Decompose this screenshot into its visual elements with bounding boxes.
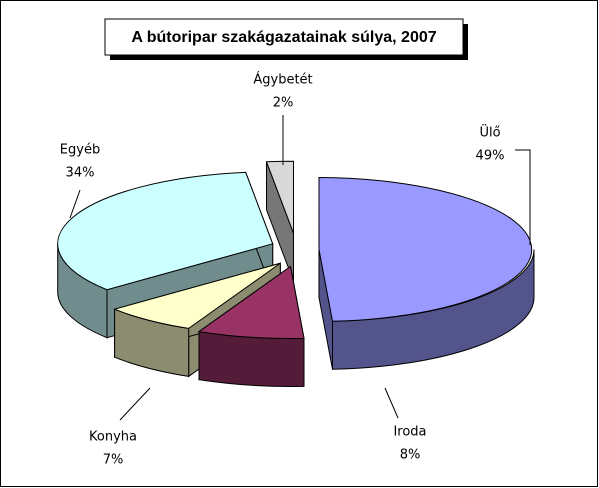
leader-line [69, 189, 81, 219]
value-label: 7% [103, 453, 124, 468]
title-box [104, 18, 464, 56]
slice-wall [198, 331, 305, 388]
leader-line [119, 387, 151, 421]
slice [113, 262, 281, 329]
slice [318, 176, 533, 322]
slice [265, 160, 295, 234]
leader-line [384, 387, 399, 419]
value-label: 49% [476, 149, 505, 164]
slice-label: Egyéb [60, 143, 100, 158]
chart-title: A bútoripar szakágazatainak súlya, 2007 [131, 29, 436, 46]
slice-label: Konyha [89, 430, 137, 445]
slice-wall [332, 249, 535, 370]
leader-line [515, 149, 531, 245]
slice [197, 265, 305, 340]
slice [57, 171, 274, 291]
value-label: 34% [66, 166, 95, 181]
slice-label: Ágybetét [253, 72, 312, 88]
slice-label: Ülő [479, 124, 500, 141]
value-label: 2% [273, 96, 294, 111]
value-label: 8% [400, 448, 421, 463]
slice-label: Iroda [393, 425, 426, 440]
